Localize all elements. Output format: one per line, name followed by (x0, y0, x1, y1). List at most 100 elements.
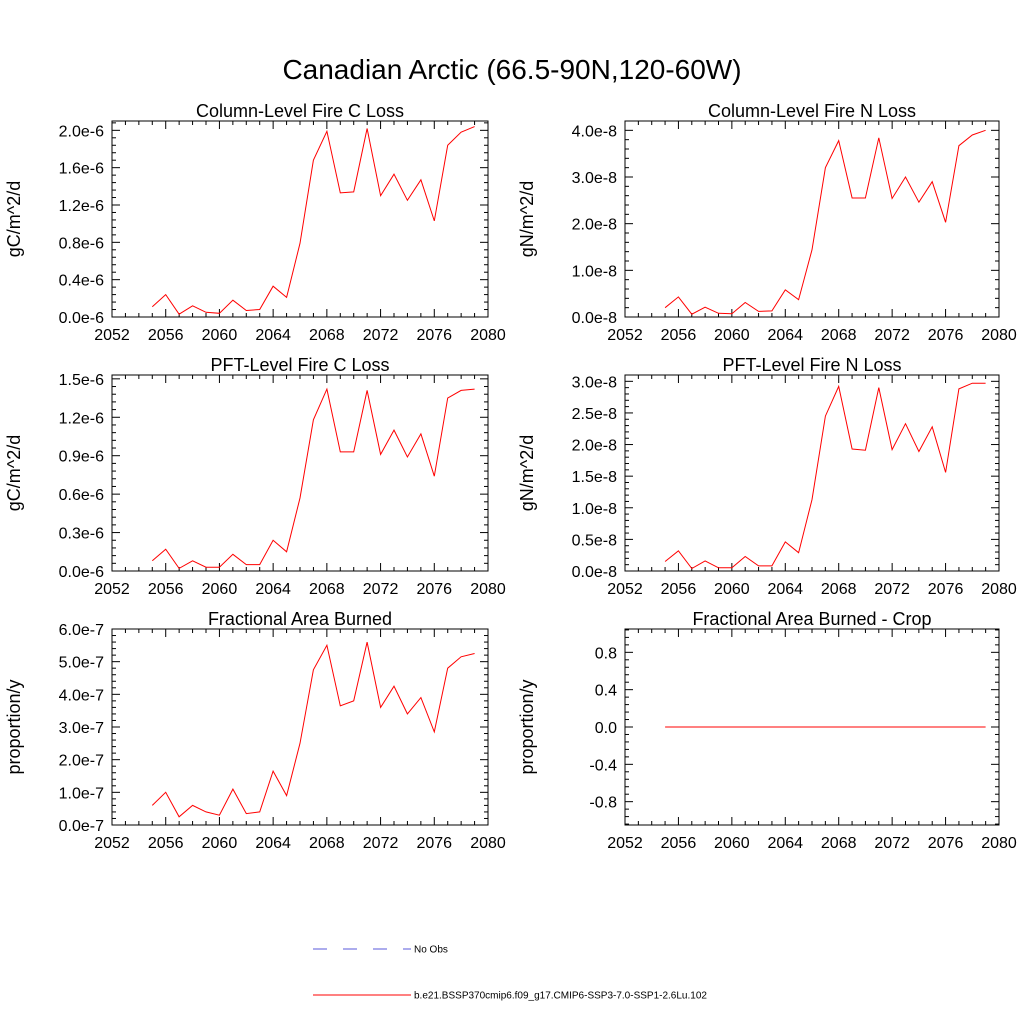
y-tick-label: 3.0e-8 (572, 170, 617, 187)
x-tick-label: 2072 (874, 327, 910, 344)
plot-frame (111, 120, 489, 318)
panel-title: PFT-Level Fire N Loss (722, 355, 901, 375)
x-tick-label: 2072 (363, 835, 399, 852)
x-tick-label: 2056 (661, 327, 697, 344)
x-tick-label: 2056 (148, 581, 184, 598)
y-tick-label: 1.0e-7 (59, 785, 104, 802)
x-tick-label: 2080 (470, 581, 506, 598)
y-tick-label: 1.0e-8 (572, 501, 617, 518)
y-tick-label: 0.6e-6 (59, 487, 104, 504)
x-tick-label: 2056 (661, 581, 697, 598)
y-tick-label: 0.0e-7 (59, 818, 104, 835)
plot-frame (624, 374, 1000, 572)
x-tick-label: 2072 (363, 581, 399, 598)
y-tick-label: 0.5e-8 (572, 532, 617, 549)
x-tick-label: 2060 (714, 327, 750, 344)
y-tick-label: 0.0 (595, 720, 617, 737)
panel-title: Column-Level Fire N Loss (708, 101, 916, 121)
panel-title: Fractional Area Burned - Crop (692, 609, 931, 629)
y-tick-label: 2.0e-7 (59, 753, 104, 770)
x-tick-label: 2052 (94, 581, 130, 598)
x-tick-label: 2068 (821, 581, 857, 598)
x-tick-label: 2076 (928, 327, 964, 344)
panel-title: PFT-Level Fire C Loss (210, 355, 389, 375)
y-tick-label: 0.4 (595, 683, 617, 700)
y-tick-label: 5.0e-7 (59, 655, 104, 672)
y-tick-label: 6.0e-7 (59, 622, 104, 639)
series-line (664, 382, 986, 570)
figure-title: Canadian Arctic (66.5-90N,120-60W) (282, 54, 742, 85)
x-tick-label: 2056 (148, 835, 184, 852)
y-tick-label: 2.5e-8 (572, 406, 617, 423)
series-line (151, 641, 475, 818)
y-tick-label: -0.4 (589, 757, 617, 774)
x-tick-label: 2068 (821, 327, 857, 344)
x-tick-label: 2052 (607, 835, 643, 852)
x-tick-label: 2072 (363, 327, 399, 344)
y-axis-label: gN/m^2/d (517, 435, 537, 511)
x-tick-label: 2060 (202, 581, 238, 598)
x-tick-label: 2064 (767, 327, 803, 344)
x-tick-label: 2068 (821, 835, 857, 852)
x-tick-label: 2060 (202, 327, 238, 344)
x-tick-label: 2080 (981, 327, 1017, 344)
x-tick-label: 2080 (470, 835, 506, 852)
x-tick-label: 2076 (928, 835, 964, 852)
x-tick-label: 2068 (309, 327, 345, 344)
y-tick-label: 1.6e-6 (59, 161, 104, 178)
x-tick-label: 2060 (714, 581, 750, 598)
panel-fractional-area-burned: Fractional Area Burned proportion/y 2052 20… (4, 609, 506, 852)
legend-label-model: b.e21.BSSP370cmip6.f09_g17.CMIP6-SSP3-7.… (414, 991, 707, 1002)
panel-pft-c-loss: PFT-Level Fire C Loss gC/m^2/d 2052 2056 206… (4, 355, 506, 598)
x-tick-label: 2076 (416, 835, 452, 852)
x-tick-label: 2064 (767, 835, 803, 852)
x-tick-label: 2052 (607, 581, 643, 598)
plot-frame (111, 374, 489, 572)
y-axis-label: proportion/y (517, 679, 537, 774)
x-tick-label: 2052 (94, 327, 130, 344)
x-tick-label: 2080 (981, 835, 1017, 852)
y-tick-label: 0.0e-6 (59, 310, 104, 327)
y-axis-label: gC/m^2/d (4, 435, 24, 511)
y-tick-label: 0.4e-6 (59, 273, 104, 290)
y-tick-label: 4.0e-8 (572, 123, 617, 140)
y-tick-label: 0.0e-8 (572, 564, 617, 581)
y-tick-label: 1.2e-6 (59, 198, 104, 215)
x-tick-label: 2060 (714, 835, 750, 852)
x-tick-label: 2080 (470, 327, 506, 344)
x-tick-label: 2068 (309, 835, 345, 852)
y-tick-label: 0.9e-6 (59, 449, 104, 466)
y-tick-label: 2.0e-8 (572, 438, 617, 455)
x-tick-label: 2064 (767, 581, 803, 598)
x-tick-label: 2052 (607, 327, 643, 344)
legend-label-no-obs: No Obs (414, 945, 448, 956)
x-tick-label: 2064 (255, 835, 291, 852)
y-tick-label: 2.0e-8 (572, 217, 617, 234)
y-axis-label: gC/m^2/d (4, 181, 24, 257)
x-tick-label: 2072 (874, 581, 910, 598)
x-tick-label: 2068 (309, 581, 345, 598)
x-tick-label: 2060 (202, 835, 238, 852)
x-tick-label: 2076 (928, 581, 964, 598)
x-tick-label: 2056 (661, 835, 697, 852)
x-tick-label: 2080 (981, 581, 1017, 598)
y-tick-label: 1.0e-8 (572, 263, 617, 280)
y-tick-label: 0.8e-6 (59, 235, 104, 252)
y-tick-label: 0.3e-6 (59, 526, 104, 543)
panel-title: Fractional Area Burned (208, 609, 392, 629)
panel-title: Column-Level Fire C Loss (196, 101, 404, 121)
plot-frame (111, 628, 489, 826)
x-tick-label: 2056 (148, 327, 184, 344)
y-tick-label: -0.8 (589, 795, 617, 812)
y-tick-label: 0.0e-6 (59, 564, 104, 581)
x-tick-label: 2076 (416, 581, 452, 598)
y-tick-label: 1.5e-8 (572, 469, 617, 486)
series-line (664, 129, 986, 315)
y-tick-label: 3.0e-7 (59, 720, 104, 737)
y-axis-label: proportion/y (4, 679, 24, 774)
panel-column-c-loss: Column-Level Fire C Loss gC/m^2/d 2052 2056… (4, 101, 506, 344)
y-tick-label: 3.0e-8 (572, 374, 617, 391)
y-axis-label: gN/m^2/d (517, 181, 537, 257)
panel-pft-n-loss: PFT-Level Fire N Loss gN/m^2/d 2052 2056 206… (517, 355, 1017, 598)
